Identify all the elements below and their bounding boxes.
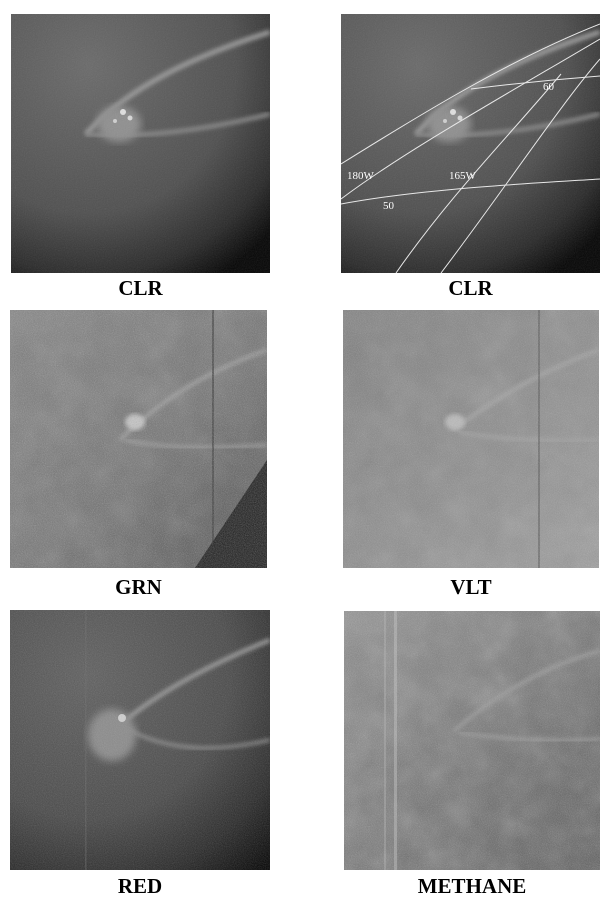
caption-vlt: VLT bbox=[450, 575, 492, 599]
red-image bbox=[10, 610, 270, 870]
clr-grid-image: 60 180W 165W 50 bbox=[341, 14, 600, 273]
image-panel-grn bbox=[10, 310, 267, 568]
grid-line-165w bbox=[395, 73, 562, 273]
caption-methane: METHANE bbox=[417, 874, 527, 898]
caption-clr-grid: CLR bbox=[448, 276, 493, 300]
grid-line-lat-north bbox=[341, 38, 600, 200]
grid-label-50: 50 bbox=[383, 200, 395, 212]
latitude-longitude-grid bbox=[341, 23, 600, 273]
image-panel-methane bbox=[344, 611, 600, 870]
grid-line-lat-50 bbox=[341, 178, 600, 205]
grid-label-180w: 180W bbox=[347, 170, 375, 182]
image-panel-clr-grid: 60 180W 165W 50 bbox=[341, 14, 600, 273]
methane-image bbox=[344, 611, 600, 870]
caption-clr-raw: CLR bbox=[118, 276, 163, 300]
image-panel-vlt bbox=[343, 310, 599, 568]
grid-label-60: 60 bbox=[543, 81, 555, 93]
grid-line-east bbox=[440, 58, 600, 273]
image-panel-clr-raw bbox=[11, 14, 270, 273]
grn-image bbox=[10, 310, 267, 568]
grid-label-165w: 165W bbox=[449, 170, 477, 182]
clr-raw-image bbox=[11, 14, 270, 273]
caption-red: RED bbox=[117, 874, 163, 898]
grid-line-lat-60 bbox=[470, 75, 600, 90]
caption-grn: GRN bbox=[115, 575, 162, 599]
image-panel-red bbox=[10, 610, 270, 870]
grid-line-180w bbox=[341, 23, 600, 165]
vlt-image bbox=[343, 310, 599, 568]
